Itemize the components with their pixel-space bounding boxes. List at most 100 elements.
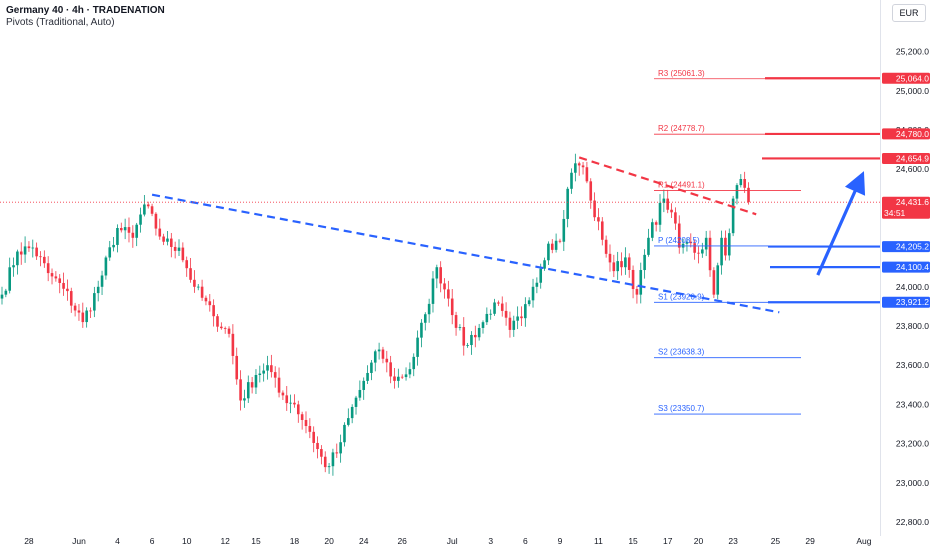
candle-body	[677, 223, 681, 248]
candle-body	[170, 238, 173, 247]
candle-body	[447, 289, 450, 299]
x-tick-label: 23	[728, 536, 738, 546]
candle-body	[524, 304, 527, 319]
candle-body	[31, 247, 35, 249]
candle-body	[670, 209, 673, 213]
candle-body	[312, 431, 315, 443]
x-tick-label: 24	[359, 536, 369, 546]
candle-body	[123, 227, 127, 231]
candle-body	[577, 163, 581, 166]
y-tick-label: 24,000.0	[896, 282, 929, 292]
candle-body	[593, 200, 596, 218]
candle-body	[77, 310, 81, 313]
y-tick-label: 23,600.0	[896, 360, 929, 370]
candle-body	[293, 402, 296, 405]
candle-body	[43, 256, 46, 264]
candle-body	[377, 349, 381, 352]
candle-body	[69, 291, 73, 306]
candle-body	[466, 345, 469, 346]
candle-body	[458, 327, 462, 328]
candle-body	[597, 217, 600, 222]
price-axis: 22,800.0 23,000.0 23,200.0 23,400.0 23,600.0…	[896, 47, 929, 527]
candle-body	[512, 320, 516, 330]
candle-body	[400, 376, 404, 378]
candle-body	[304, 419, 308, 427]
candle-body	[16, 251, 19, 266]
trendline-resistance	[578, 156, 757, 216]
currency-button[interactable]: EUR	[892, 4, 926, 22]
x-tick-label: 29	[805, 536, 815, 546]
candle-body	[277, 377, 281, 393]
candle-body	[504, 310, 508, 318]
candle-body	[62, 282, 65, 289]
candle-body	[166, 238, 169, 242]
candle-body	[624, 257, 627, 268]
candle-body	[600, 221, 604, 240]
candle-body	[531, 286, 535, 301]
candle-body	[474, 334, 477, 338]
candle-body	[604, 239, 608, 254]
candle-body	[662, 198, 666, 203]
indicator-label: Pivots (Traditional, Auto)	[6, 17, 115, 28]
candle-body	[185, 260, 189, 269]
candle-body	[212, 305, 215, 317]
candle-body	[227, 328, 231, 334]
trendline-support	[151, 193, 780, 314]
candle-body	[720, 237, 723, 266]
candle-body	[585, 167, 589, 182]
price-tag-r2: 24,780.0	[896, 129, 929, 139]
candle-body	[347, 418, 350, 425]
candle-body	[131, 232, 135, 238]
candle-body	[724, 237, 727, 256]
candle-body	[527, 300, 531, 305]
candle-body	[462, 327, 466, 346]
candle-body	[735, 185, 739, 199]
candle-body	[308, 426, 312, 432]
candle-body	[4, 290, 8, 295]
y-tick-label: 25,000.0	[896, 86, 929, 96]
candle-body	[135, 224, 138, 238]
pivot-label-s3: S3 (23350.7)	[658, 404, 705, 413]
candle-body	[627, 257, 631, 270]
candle-body	[354, 397, 358, 407]
candle-body	[146, 204, 150, 207]
candle-body	[427, 303, 431, 315]
candle-body	[112, 244, 115, 248]
symbol-title: Germany 40 · 4h · TRADENATION	[6, 5, 165, 16]
time-axis: 28 Jun 4 6 10 12 15 18 20 24 26 Jul 3 6 9 11 15 17 20 23 25 2…	[24, 536, 872, 546]
candle-body	[747, 187, 750, 203]
y-tick-label: 23,000.0	[896, 478, 929, 488]
candle-body	[408, 369, 412, 375]
candle-body	[270, 365, 273, 373]
candle-body	[666, 198, 670, 210]
x-tick-label: 4	[115, 536, 120, 546]
candle-body	[246, 382, 250, 399]
price-tag-r2-bg	[882, 128, 930, 140]
candle-body	[416, 337, 419, 357]
candle-body	[339, 442, 342, 454]
candle-body	[150, 206, 154, 214]
candle-body	[27, 246, 31, 249]
candle-body	[366, 372, 369, 381]
candle-body	[397, 376, 400, 381]
candle-body	[127, 227, 131, 233]
candle-body	[239, 379, 242, 401]
price-tag-r3-bg	[882, 72, 930, 84]
candle-body	[647, 237, 650, 255]
candle-body	[262, 370, 265, 374]
candle-body	[485, 313, 489, 323]
x-tick-label: 26	[397, 536, 407, 546]
candle-body	[574, 163, 577, 173]
price-tag-r3: 25,064.0	[896, 73, 929, 83]
candle-body	[716, 265, 720, 295]
candle-body	[289, 402, 292, 404]
candle-body	[104, 257, 108, 276]
candle-body	[12, 265, 15, 268]
candle-body	[616, 261, 619, 272]
pivot-label-s1: S1 (23920.9)	[658, 292, 705, 301]
candle-body	[200, 286, 204, 298]
candle-body	[477, 327, 481, 338]
pivot-label-p: P (24208.5)	[658, 236, 700, 245]
candle-body	[39, 256, 42, 258]
